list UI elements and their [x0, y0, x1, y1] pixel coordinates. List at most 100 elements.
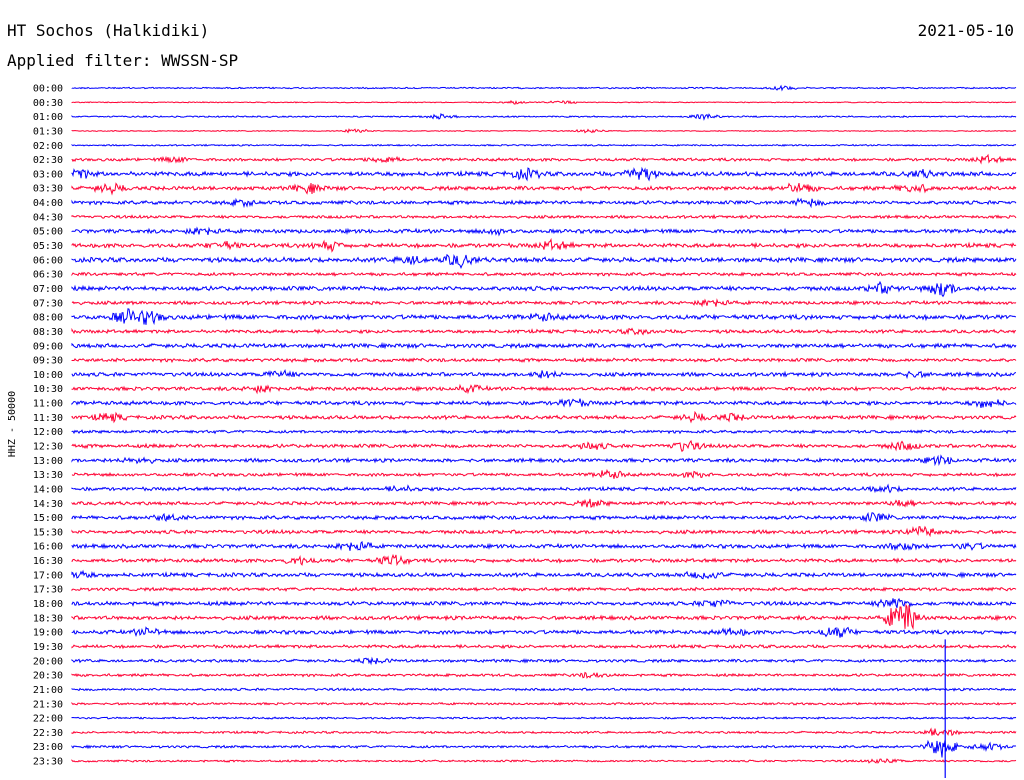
trace-line [71, 128, 1017, 134]
row-time-label: 06:30 [33, 270, 63, 281]
row-time-label: 00:00 [33, 84, 63, 95]
row-time-label: 10:30 [33, 384, 63, 395]
trace-line [71, 483, 1017, 494]
row-time-label: 04:00 [33, 198, 63, 209]
row-time-label: 21:30 [33, 699, 63, 710]
row-time-label: 07:30 [33, 298, 63, 309]
row-time-label: 11:00 [33, 399, 63, 410]
row-time-label: 11:30 [33, 413, 63, 424]
row-time-label: 19:00 [33, 628, 63, 639]
trace-line [71, 84, 1017, 92]
trace-line [71, 716, 1017, 720]
trace-line [71, 182, 1017, 196]
trace-line [71, 739, 1017, 758]
chart-date: 2021-05-10 [918, 21, 1014, 40]
row-time-label: 16:00 [33, 542, 63, 553]
row-time-label: 01:00 [33, 112, 63, 123]
row-time-label: 02:30 [33, 155, 63, 166]
row-time-label: 15:00 [33, 513, 63, 524]
row-time-label: 08:30 [33, 327, 63, 338]
trace-line [71, 727, 1017, 737]
row-time-label: 04:30 [33, 212, 63, 223]
row-time-label: 02:00 [33, 141, 63, 152]
trace-line [71, 454, 1017, 467]
row-time-label: 07:00 [33, 284, 63, 295]
chart-title: HT Sochos (Halkidiki) [7, 21, 209, 40]
trace-line [71, 280, 1017, 298]
row-time-label: 17:00 [33, 570, 63, 581]
trace-line [71, 298, 1017, 308]
trace-line [71, 153, 1017, 165]
row-time-label: 12:30 [33, 442, 63, 453]
trace-line [71, 197, 1017, 209]
trace-line [71, 626, 1017, 638]
trace-line [71, 671, 1017, 679]
row-time-label: 19:30 [33, 642, 63, 653]
row-time-label: 20:30 [33, 671, 63, 682]
trace-line [71, 166, 1017, 182]
trace-line [71, 758, 1017, 764]
trace-line [71, 383, 1017, 395]
trace-line [71, 512, 1017, 523]
row-time-label: 18:30 [33, 613, 63, 624]
trace-line [71, 253, 1017, 269]
trace-line [71, 586, 1017, 593]
trace-line [71, 368, 1017, 380]
trace-line [71, 540, 1017, 552]
trace-line [71, 429, 1017, 435]
trace-line [71, 356, 1017, 364]
y-axis-label: HHZ - 50000 [7, 391, 18, 457]
row-time-label: 06:00 [33, 255, 63, 266]
row-time-label: 13:00 [33, 456, 63, 467]
trace-line [71, 213, 1017, 220]
row-time-label: 23:30 [33, 757, 63, 768]
trace-line [71, 656, 1017, 666]
trace-line [71, 226, 1017, 237]
trace-line [71, 439, 1017, 453]
trace-line [71, 603, 1017, 630]
row-time-label: 14:30 [33, 499, 63, 510]
row-time-label: 05:30 [33, 241, 63, 252]
row-time-label: 16:30 [33, 556, 63, 567]
trace-line [71, 308, 1016, 326]
trace-line [71, 271, 1017, 278]
trace-line [71, 553, 1017, 567]
row-time-label: 15:30 [33, 527, 63, 538]
trace-line [71, 143, 1017, 147]
row-time-label: 00:30 [33, 98, 63, 109]
row-time-label: 20:00 [33, 656, 63, 667]
row-time-label: 03:00 [33, 169, 63, 180]
trace-line [71, 498, 1017, 509]
trace-line [71, 569, 1017, 580]
row-time-label: 23:00 [33, 742, 63, 753]
trace-line [71, 237, 1017, 253]
trace-line [71, 468, 1017, 479]
row-time-label: 12:00 [33, 427, 63, 438]
trace-line [71, 327, 1017, 336]
row-time-label: 01:30 [33, 126, 63, 137]
row-time-label: 08:00 [33, 313, 63, 324]
trace-line [71, 643, 1017, 650]
row-time-label: 03:30 [33, 184, 63, 195]
trace-line [71, 410, 1017, 424]
row-time-label: 17:30 [33, 585, 63, 596]
trace-line [71, 525, 1017, 538]
row-time-label: 10:00 [33, 370, 63, 381]
row-time-label: 22:00 [33, 714, 63, 725]
row-time-label: 14:00 [33, 484, 63, 495]
tick-label-group: 00:00 00:30 01:00 01:30 02:00 02:30 03:00 03:30… [33, 84, 63, 768]
trace-line [71, 341, 1017, 350]
trace-group [71, 84, 1017, 778]
row-time-label: 18:00 [33, 599, 63, 610]
trace-line [71, 701, 1017, 706]
row-time-label: 22:30 [33, 728, 63, 739]
row-time-label: 09:30 [33, 356, 63, 367]
trace-line [71, 99, 1017, 105]
trace-line [71, 686, 1017, 692]
row-time-label: 05:00 [33, 227, 63, 238]
row-time-label: 09:00 [33, 341, 63, 352]
chart-subtitle: Applied filter: WWSSN-SP [7, 51, 238, 70]
trace-line [71, 398, 1017, 409]
row-time-label: 13:30 [33, 470, 63, 481]
